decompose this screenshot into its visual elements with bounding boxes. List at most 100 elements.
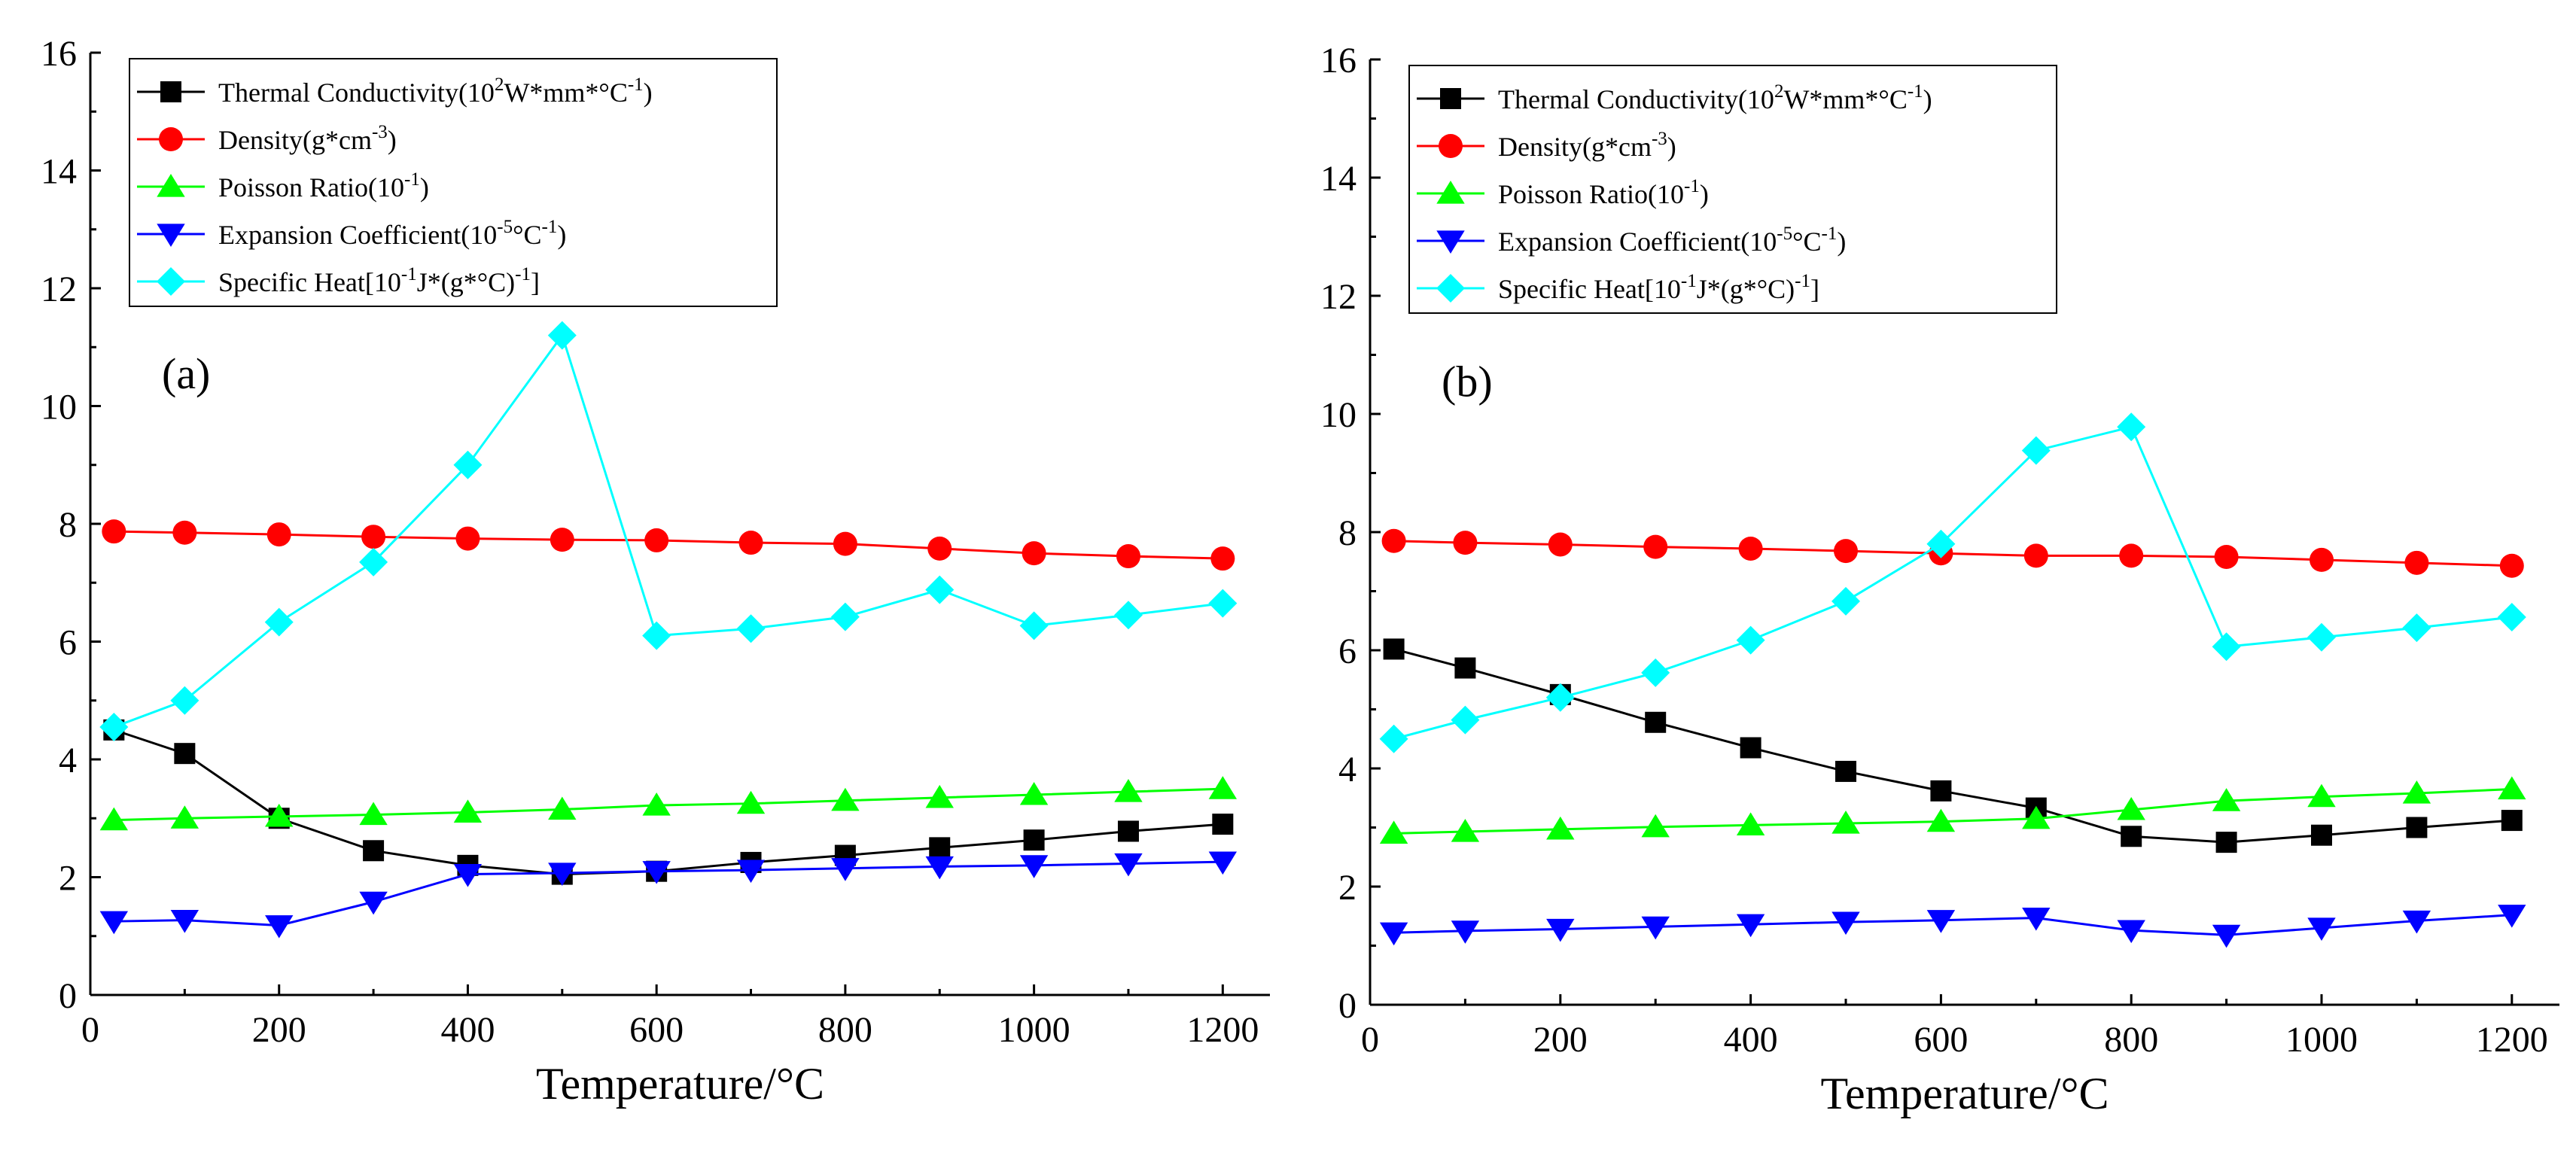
legend-label-thermal: Thermal Conductivity(102W*mm*°C-1) <box>1498 81 1932 114</box>
marker-expansion-10 <box>1019 855 1049 878</box>
marker-poisson-9 <box>2212 788 2241 811</box>
marker-density-7 <box>2023 543 2048 568</box>
marker-poisson-1 <box>170 805 199 829</box>
legend-superscript: -1 <box>1795 271 1810 291</box>
marker-thermal-legend <box>160 81 181 102</box>
y-tick-label: 16 <box>1320 41 1357 81</box>
marker-thermal-0 <box>1383 638 1405 660</box>
marker-poisson-6 <box>642 793 671 816</box>
series-line-thermal <box>113 729 1223 876</box>
marker-thermal-12 <box>1212 814 1234 835</box>
x-tick-label: 1000 <box>998 1010 1070 1050</box>
marker-expansion-legend <box>1436 230 1465 254</box>
marker-specific-4 <box>453 450 483 479</box>
marker-specific-5 <box>547 321 577 350</box>
legend-superscript: -1 <box>401 264 417 284</box>
marker-expansion-4 <box>1736 914 1765 938</box>
x-axis-title: Temperature/°C <box>1821 1069 2109 1118</box>
marker-specific-3 <box>359 547 388 577</box>
marker-density-4 <box>1738 536 1763 561</box>
series-thermal <box>1383 638 2523 853</box>
legend-text-part: Specific Heat[10 <box>1498 274 1681 304</box>
legend-label-density: Density(g*cm-3) <box>218 122 397 155</box>
legend-text-part: Poisson Ratio(10 <box>1498 179 1684 209</box>
legend-text-part: Specific Heat[10 <box>218 267 401 297</box>
legend-text-part: Expansion Coefficient(10 <box>1498 227 1777 257</box>
x-tick-label: 1000 <box>2285 1020 2358 1060</box>
marker-expansion-1 <box>170 910 199 933</box>
marker-density-12 <box>1210 546 1235 571</box>
marker-specific-1 <box>170 686 199 715</box>
series-poisson <box>1379 776 2526 844</box>
y-tick-label: 2 <box>59 859 77 899</box>
y-tick-label: 4 <box>1338 750 1357 789</box>
marker-density-3 <box>1643 534 1668 559</box>
marker-expansion-10 <box>2307 917 2336 941</box>
y-tick-label: 14 <box>1320 159 1357 199</box>
legend-text-part: ) <box>1700 179 1709 209</box>
y-tick-label: 6 <box>59 623 77 663</box>
marker-specific-12 <box>1208 589 1238 618</box>
series-line-thermal <box>1393 647 2512 844</box>
marker-expansion-6 <box>642 861 671 884</box>
marker-poisson-7 <box>2022 805 2051 829</box>
legend-text-part: Density(g*cm <box>218 125 372 155</box>
legend-label-expansion: Expansion Coefficient(10-5°C-1) <box>1498 224 1846 257</box>
legend-label-poisson: Poisson Ratio(10-1) <box>1498 176 1709 209</box>
marker-specific-legend <box>1436 274 1465 303</box>
y-tick-label: 12 <box>41 269 77 309</box>
marker-specific-1 <box>1451 705 1480 735</box>
marker-expansion-9 <box>925 856 954 880</box>
marker-specific-11 <box>1113 601 1143 630</box>
marker-expansion-9 <box>2212 924 2241 948</box>
marker-poisson-3 <box>359 802 388 826</box>
legend-superscript: -1 <box>1908 81 1923 102</box>
x-tick-label: 200 <box>252 1010 306 1050</box>
legend-superscript: -5 <box>1777 224 1792 244</box>
marker-specific-5 <box>1832 586 1860 616</box>
marker-specific-8 <box>2117 412 2146 442</box>
marker-poisson-7 <box>736 790 766 814</box>
marker-density-1 <box>1453 531 1478 555</box>
marker-specific-6 <box>642 621 671 650</box>
marker-specific-2 <box>264 607 294 637</box>
legend-text-part: Expansion Coefficient(10 <box>218 220 497 250</box>
marker-expansion-3 <box>359 891 388 915</box>
x-tick-label: 0 <box>1361 1020 1379 1060</box>
y-tick-label: 10 <box>41 388 77 427</box>
marker-expansion-4 <box>453 863 483 887</box>
x-tick-label: 400 <box>1724 1020 1778 1060</box>
marker-specific-2 <box>1545 683 1575 712</box>
marker-specific-0 <box>99 712 129 741</box>
marker-expansion-1 <box>1451 920 1480 944</box>
marker-density-0 <box>102 519 126 544</box>
series-density <box>1381 528 2524 578</box>
legend-text-part: Poisson Ratio(10 <box>218 172 404 202</box>
marker-thermal-legend <box>1440 88 1461 109</box>
legend-label-specific: Specific Heat[10-1J*(g*°C)-1] <box>218 264 540 297</box>
marker-specific-7 <box>736 614 766 643</box>
chart-panel-a: 0 2 4 6 8 10 12 14 16 0 200 400 600 800 1000 1200 Temper… <box>41 34 1270 1109</box>
marker-expansion-5 <box>548 862 577 887</box>
x-tick-label: 1200 <box>2476 1020 2548 1060</box>
legend-text-part: ) <box>1667 132 1676 162</box>
marker-poisson-5 <box>1832 811 1860 834</box>
marker-poisson-legend <box>1436 181 1465 204</box>
marker-thermal-1 <box>1454 657 1476 679</box>
series-expansion <box>1379 905 2526 948</box>
legend-text-part: ) <box>1923 84 1932 114</box>
x-tick-label: 1200 <box>1186 1010 1259 1050</box>
marker-density-12 <box>2499 553 2524 578</box>
marker-poisson-6 <box>1926 808 1956 832</box>
y-tick-label: 14 <box>41 152 77 192</box>
marker-specific-6 <box>1926 529 1956 558</box>
legend-label-density: Density(g*cm-3) <box>1498 129 1676 162</box>
x-tick-label: 600 <box>1914 1020 1968 1060</box>
marker-thermal-8 <box>2121 826 2142 847</box>
marker-thermal-9 <box>929 837 951 859</box>
legend-text-part: ) <box>388 125 397 155</box>
legend-text-part: W*mm*°C <box>504 78 627 108</box>
marker-poisson-0 <box>99 807 129 831</box>
marker-expansion-8 <box>831 858 860 881</box>
